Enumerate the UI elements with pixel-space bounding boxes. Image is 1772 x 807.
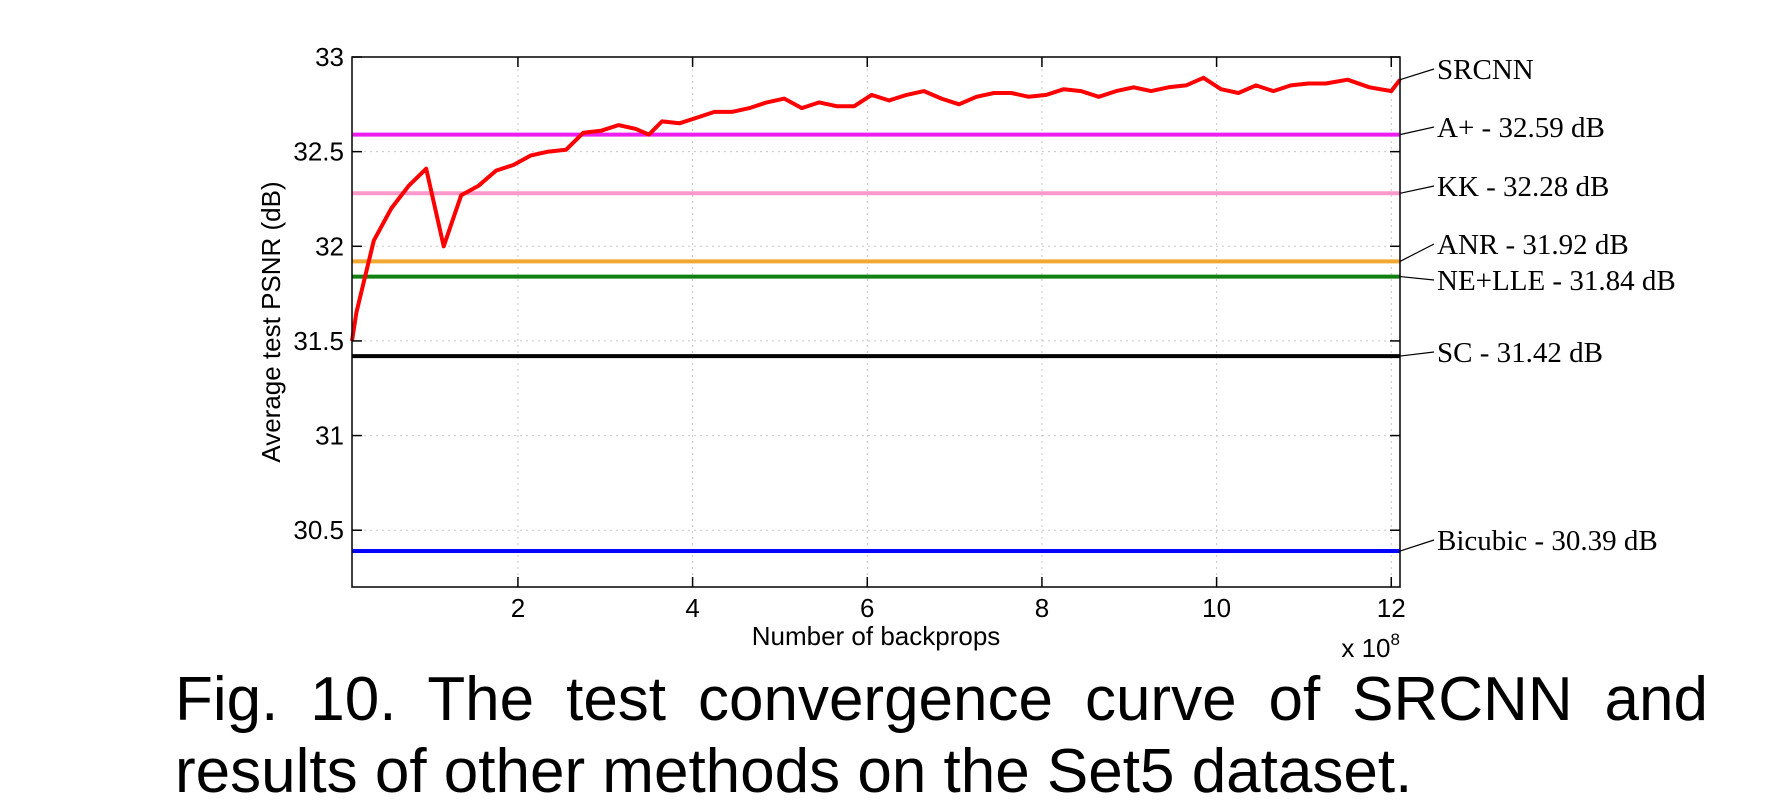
y-tick-label: 31 — [315, 421, 344, 451]
legend-leader-line — [1399, 68, 1435, 81]
x-multiplier-exponent: 8 — [1391, 630, 1400, 649]
x-tick-label: 12 — [1377, 593, 1406, 623]
legend-label: ANR - 31.92 dB — [1437, 229, 1629, 261]
legend-label: SC - 31.42 dB — [1437, 337, 1603, 369]
legend-leader-line — [1399, 275, 1435, 281]
legend-label: SRCNN — [1437, 54, 1534, 86]
figure-caption-line2: results of other methods on the Set5 dat… — [175, 737, 1413, 806]
legend-leader-line — [1399, 351, 1435, 357]
legend-labels: SRCNN A+ - 32.59 dB KK - 32.28 dB ANR - 31.… — [1399, 54, 1676, 557]
x-tick-label: 8 — [1035, 593, 1049, 623]
legend-leader-line — [1399, 539, 1435, 552]
y-axis-label: Average test PSNR (dB) — [256, 181, 286, 462]
y-tick-label: 30.5 — [293, 515, 344, 545]
x-axis-label: Number of backprops — [752, 621, 1001, 651]
legend-leader-line — [1399, 243, 1435, 262]
srcnn-curve-layer — [350, 75, 1402, 342]
baseline-lines — [352, 132, 1400, 554]
legend-label: KK - 32.28 dB — [1437, 171, 1609, 203]
x-axis-multiplier: x 108 — [1341, 630, 1400, 660]
legend-label: A+ - 32.59 dB — [1437, 112, 1605, 144]
y-tick-label: 32.5 — [293, 137, 344, 167]
convergence-chart: 2 4 6 8 10 12 30.5 31 31.5 32 32.5 33 SRCNN A+ - 32.… — [256, 42, 1676, 660]
y-tick-label: 31.5 — [293, 326, 344, 356]
legend-leader-line — [1399, 185, 1435, 194]
x-tick-label: 2 — [511, 593, 525, 623]
plot-frame — [351, 56, 1401, 588]
x-multiplier-base: x 10 — [1341, 633, 1390, 660]
y-tick-label: 32 — [315, 231, 344, 261]
axis-ticks: 2 4 6 8 10 12 30.5 31 31.5 32 32.5 33 — [293, 42, 1405, 623]
srcnn-curve — [350, 75, 1402, 342]
figure-caption-line1: Fig. 10. The test convergence curve of S… — [175, 665, 1708, 734]
legend-label: NE+LLE - 31.84 dB — [1437, 265, 1676, 297]
legend-leader-line — [1399, 126, 1435, 136]
legend-label: Bicubic - 30.39 dB — [1437, 525, 1658, 557]
y-tick-label: 33 — [315, 42, 344, 72]
x-tick-label: 10 — [1202, 593, 1231, 623]
x-tick-label: 6 — [860, 593, 874, 623]
x-tick-label: 4 — [685, 593, 699, 623]
